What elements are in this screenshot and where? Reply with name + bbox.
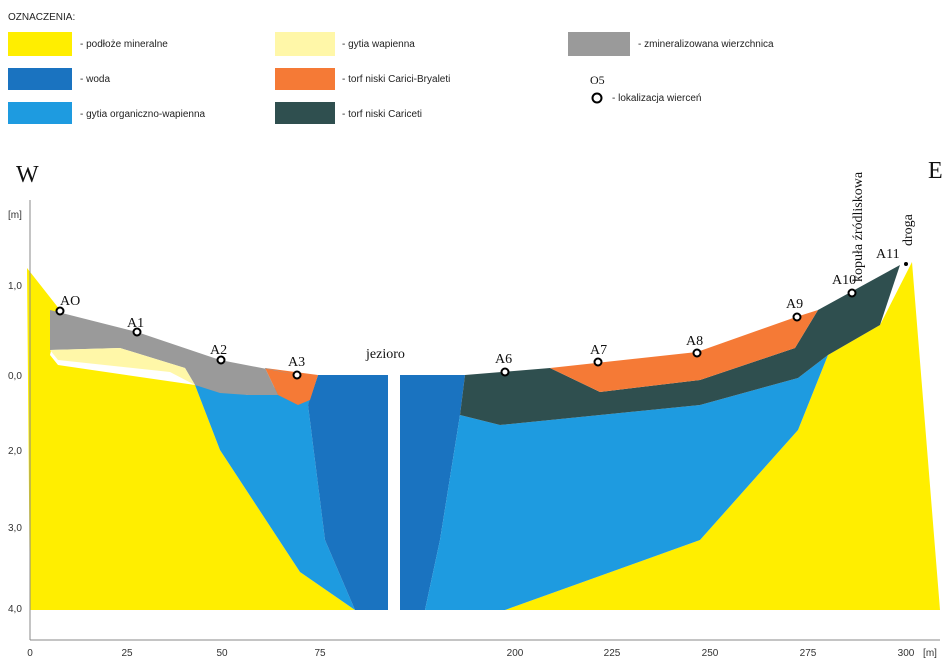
legend-item: - torf niski Carici-Bryaleti bbox=[342, 74, 450, 85]
borehole bbox=[132, 327, 142, 337]
x-tick-label: 200 bbox=[507, 648, 524, 659]
legend-item: - torf niski Cariceti bbox=[342, 109, 422, 120]
borehole-label: A2 bbox=[210, 343, 227, 358]
y-tick-label: 1,0 bbox=[8, 281, 22, 292]
borehole-label: A6 bbox=[495, 352, 512, 367]
borehole bbox=[292, 370, 302, 380]
swatch bbox=[8, 68, 72, 90]
water bbox=[400, 375, 465, 610]
borehole bbox=[904, 262, 908, 266]
peat-bryaleti bbox=[550, 310, 818, 392]
legend-item: - lokalizacja wierceń bbox=[612, 93, 701, 104]
x-tick-label: 50 bbox=[216, 648, 228, 659]
x-tick-label: 75 bbox=[314, 648, 326, 659]
y-unit: [m] bbox=[8, 210, 22, 221]
x-tick-label: 275 bbox=[800, 648, 817, 659]
lake-marl bbox=[50, 348, 195, 385]
dome-label: kopuła źródliskowa bbox=[851, 171, 866, 282]
x-tick-label: 0 bbox=[27, 648, 33, 659]
legend-item: - gytia wapienna bbox=[342, 39, 415, 50]
gyttja bbox=[425, 355, 828, 610]
water bbox=[308, 375, 388, 610]
road-label: droga bbox=[901, 213, 916, 246]
borehole bbox=[847, 288, 857, 298]
swatch bbox=[568, 32, 630, 56]
borehole bbox=[692, 348, 702, 358]
lake-label: jezioro bbox=[365, 347, 405, 362]
swatch bbox=[275, 32, 335, 56]
gyttja bbox=[195, 380, 355, 610]
legend-title: OZNACZENIA: bbox=[8, 12, 75, 23]
y-tick-label: 0,0 bbox=[8, 371, 22, 382]
boreholes: AO A1 A2 A3 A6 A7 A8 A9 A10 A11 jezioro … bbox=[55, 171, 916, 380]
borehole bbox=[593, 357, 603, 367]
cross-section bbox=[27, 262, 940, 610]
borehole bbox=[792, 312, 802, 322]
borehole bbox=[500, 367, 510, 377]
topsoil bbox=[50, 310, 298, 395]
legend-item: - zmineralizowana wierzchnica bbox=[638, 39, 774, 50]
borehole bbox=[216, 355, 226, 365]
y-tick-label: 2,0 bbox=[8, 446, 22, 457]
swatch bbox=[8, 102, 72, 124]
swatch bbox=[275, 68, 335, 90]
x-tick-label: 250 bbox=[702, 648, 719, 659]
east: E bbox=[928, 158, 943, 184]
west: W bbox=[16, 162, 39, 188]
x-unit: [m] bbox=[923, 648, 937, 659]
borehole-label: A9 bbox=[786, 297, 803, 312]
borehole-label: A1 bbox=[127, 316, 144, 331]
y-tick-label: 3,0 bbox=[8, 523, 22, 534]
mineral bbox=[27, 268, 355, 610]
borehole bbox=[55, 306, 65, 316]
legend-item: - woda bbox=[80, 74, 110, 85]
borehole-symbol: O5 bbox=[590, 73, 605, 87]
borehole-label: A10 bbox=[832, 273, 856, 288]
borehole-label: AO bbox=[60, 294, 80, 309]
borehole-label: A11 bbox=[876, 247, 900, 262]
legend-item: - gytia organiczno-wapienna bbox=[80, 109, 206, 120]
borehole-label: A7 bbox=[590, 343, 607, 358]
borehole-label: A8 bbox=[686, 334, 703, 349]
swatch bbox=[275, 102, 335, 124]
legend-item: - podłoże mineralne bbox=[80, 39, 168, 50]
borehole-icon bbox=[591, 92, 603, 104]
x-tick-label: 225 bbox=[604, 648, 621, 659]
borehole-label: A3 bbox=[288, 355, 305, 370]
mineral bbox=[505, 262, 940, 610]
peat-bryaleti bbox=[265, 368, 318, 405]
y-tick-label: 4,0 bbox=[8, 604, 22, 615]
x-tick-label: 300 bbox=[898, 648, 915, 659]
x-tick-label: 25 bbox=[121, 648, 133, 659]
swatch bbox=[8, 32, 72, 56]
peat bbox=[460, 265, 900, 425]
